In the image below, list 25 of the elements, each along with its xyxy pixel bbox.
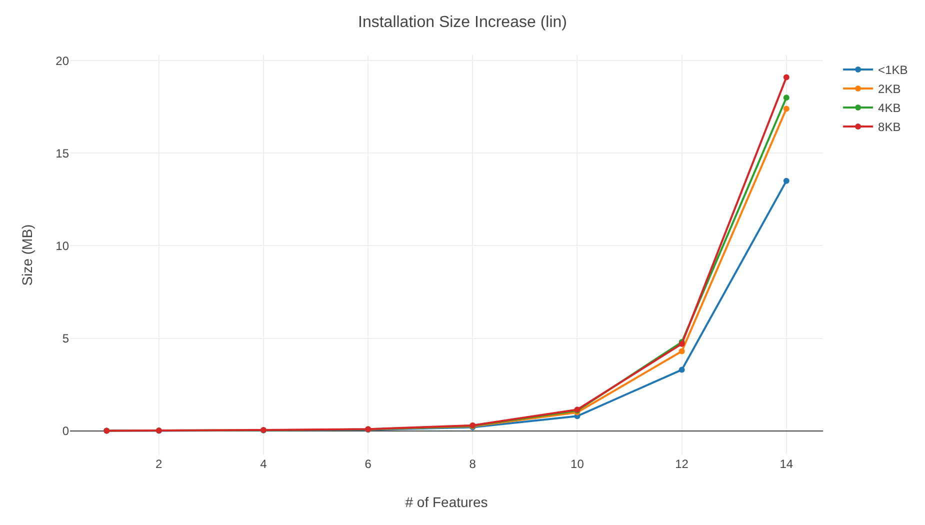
- x-axis-title: # of Features: [405, 494, 488, 510]
- point: [783, 94, 790, 101]
- y-tick-label: 10: [56, 238, 70, 253]
- legend-label: 8KB: [878, 120, 901, 134]
- y-tick-label: 5: [62, 332, 70, 346]
- point: [783, 178, 790, 184]
- x-tick-label: 4: [260, 457, 268, 471]
- legend-label: 2KB: [878, 82, 901, 96]
- legend-label: 4KB: [878, 101, 901, 116]
- y-axis-title: Size (MB): [19, 224, 35, 286]
- x-tick-label: 10: [570, 457, 584, 471]
- x-tick-label: 8: [469, 457, 476, 471]
- point: [678, 348, 685, 354]
- y-tick-label: 20: [56, 54, 70, 68]
- legend-label: <1KB: [878, 63, 908, 78]
- x-tick-label: 14: [780, 457, 794, 471]
- point: [678, 366, 685, 373]
- point: [783, 106, 790, 112]
- x-tick-label: 6: [364, 457, 372, 471]
- y-tick-label: 0: [62, 424, 70, 438]
- x-tick-label: 12: [675, 457, 689, 471]
- chart-title: Installation Size Increase (lin): [358, 14, 567, 31]
- y-tick-label: 15: [56, 146, 70, 160]
- x-tick-label: 2: [156, 457, 163, 471]
- point: [783, 74, 790, 80]
